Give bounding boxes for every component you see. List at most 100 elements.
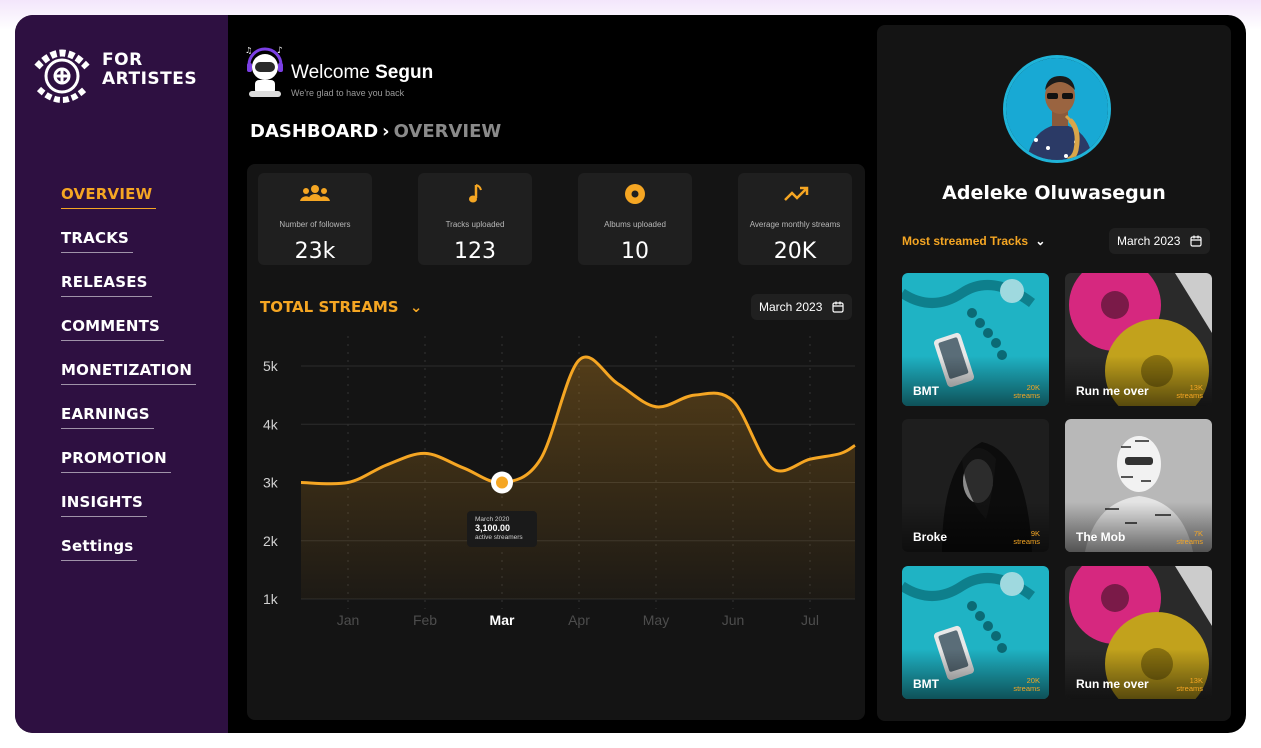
x-tick-label-jan[interactable]: Jan xyxy=(337,612,360,628)
track-name: The Mob xyxy=(1076,530,1126,544)
stat-card-albums: Albums uploaded 10 xyxy=(578,173,692,265)
track-name: Run me over xyxy=(1076,384,1149,398)
stat-value: 10 xyxy=(621,239,649,264)
svg-text:♪: ♪ xyxy=(277,46,283,56)
stat-label: Average monthly streams xyxy=(749,220,841,229)
chevron-right-icon: › xyxy=(382,121,390,142)
stat-card-monthly-streams: Average monthly streams 20K xyxy=(738,173,852,265)
welcome-title: Welcome Segun xyxy=(291,62,433,84)
sidebar-item-insights[interactable]: INSIGHTS xyxy=(61,493,148,517)
astro-twig-badge-icon xyxy=(34,49,90,103)
x-tick-label-jun[interactable]: Jun xyxy=(722,612,745,628)
track-streams-unit: streams xyxy=(1176,537,1203,546)
track-streams-count: 13K xyxy=(1189,383,1203,392)
track-streams-count: 9K xyxy=(1030,529,1040,538)
chevron-down-icon: ⌄ xyxy=(1035,234,1046,248)
track-streams: 20K streams xyxy=(1013,384,1040,400)
track-streams-count: 20K xyxy=(1026,383,1040,392)
track-card[interactable]: BMT 20K streams xyxy=(902,566,1049,699)
sidebar-item-comments[interactable]: COMMENTS xyxy=(61,317,165,341)
tooltip-value: 3,100.00 xyxy=(475,523,511,533)
welcome-prefix: Welcome xyxy=(291,62,370,83)
welcome-subtitle: We're glad to have you back xyxy=(291,88,405,98)
stat-label: Tracks uploaded xyxy=(445,220,505,229)
breadcrumb: DASHBOARD › OVERVIEW xyxy=(250,121,501,142)
tooltip-date: March 2020 xyxy=(475,516,510,523)
calendar-icon xyxy=(832,301,844,313)
track-name: Broke xyxy=(913,530,948,544)
total-streams-dropdown[interactable]: TOTAL STREAMS ⌄ xyxy=(260,298,422,316)
track-streams-unit: streams xyxy=(1176,684,1203,693)
streams-area-fill xyxy=(301,356,855,599)
sidebar-nav: OVERVIEW TRACKS RELEASES COMMENTS MONETI… xyxy=(61,185,197,581)
y-tick-label: 4k xyxy=(263,416,279,432)
avatar[interactable] xyxy=(1003,55,1111,163)
x-tick-label-may[interactable]: May xyxy=(643,612,669,628)
track-streams-unit: streams xyxy=(1013,537,1040,546)
stat-card-followers: Number of followers 23k xyxy=(258,173,372,265)
sidebar-item-tracks[interactable]: TRACKS xyxy=(61,229,134,253)
brand-wordmark: FOR ARTISTES xyxy=(102,51,197,89)
chevron-down-icon: ⌄ xyxy=(409,298,423,316)
artist-name: Adeleke Oluwasegun xyxy=(942,182,1166,204)
breadcrumb-current: OVERVIEW xyxy=(393,121,502,142)
track-name: Run me over xyxy=(1076,677,1149,691)
stat-value: 20K xyxy=(773,239,817,264)
brand-logo[interactable]: FOR ARTISTES xyxy=(31,45,201,105)
x-tick-label-feb[interactable]: Feb xyxy=(413,612,437,628)
users-icon xyxy=(300,185,330,201)
sidebar-item-earnings[interactable]: EARNINGS xyxy=(61,405,154,429)
most-streamed-dropdown[interactable]: Most streamed Tracks ⌄ xyxy=(902,234,1045,248)
y-tick-label: 5k xyxy=(263,358,279,374)
sidebar-item-overview[interactable]: OVERVIEW xyxy=(61,185,157,209)
track-streams: 13K streams xyxy=(1176,384,1203,400)
track-name: BMT xyxy=(913,384,939,398)
tracks-date-picker[interactable]: March 2023 xyxy=(1109,228,1211,254)
sidebar-item-releases[interactable]: RELEASES xyxy=(61,273,152,297)
total-streams-chart: 5k 4k 3k 2k 1k Jan Feb Mar Apr May Jun Jul xyxy=(263,336,856,628)
track-streams: 7K streams xyxy=(1176,530,1203,546)
y-tick-label: 3k xyxy=(263,475,279,491)
stat-label: Number of followers xyxy=(279,220,351,229)
stat-card-tracks: Tracks uploaded 123 xyxy=(418,173,532,265)
cover-shade xyxy=(902,649,1049,699)
welcome-user-name: Segun xyxy=(375,62,434,83)
astronaut-mascot-icon: ♪ ♫ xyxy=(245,46,283,97)
app-frame: FOR ARTISTES OVERVIEW TRACKS RELEASES CO… xyxy=(15,15,1246,733)
sidebar-item-settings[interactable]: Settings xyxy=(61,537,138,561)
x-tick-label-mar[interactable]: Mar xyxy=(490,612,515,628)
cover-shade xyxy=(902,502,1049,552)
track-card[interactable]: The Mob 7K streams xyxy=(1065,419,1212,552)
vinyl-disc-icon xyxy=(625,184,645,204)
track-streams-count: 13K xyxy=(1189,676,1203,685)
streams-date-value: March 2023 xyxy=(759,300,823,314)
breadcrumb-root[interactable]: DASHBOARD xyxy=(250,121,379,142)
track-streams: 13K streams xyxy=(1176,677,1203,693)
track-cover-art xyxy=(902,419,1049,552)
track-card[interactable]: BMT 20K streams xyxy=(902,273,1049,406)
sidebar-item-promotion[interactable]: PROMOTION xyxy=(61,449,171,473)
track-card[interactable]: Run me over 13K streams xyxy=(1065,273,1212,406)
streams-panel: Number of followers 23k Tracks uploaded … xyxy=(247,164,865,720)
x-tick-label-apr[interactable]: Apr xyxy=(568,612,590,628)
track-card[interactable]: Broke 9K streams xyxy=(902,419,1049,552)
track-name: BMT xyxy=(913,677,939,691)
track-card[interactable]: Run me over 13K streams xyxy=(1065,566,1212,699)
stat-label: Albums uploaded xyxy=(604,220,666,229)
stat-value: 23k xyxy=(294,239,336,264)
streams-date-picker[interactable]: March 2023 xyxy=(751,294,853,320)
calendar-icon xyxy=(1190,235,1202,247)
x-tick-label-jul[interactable]: Jul xyxy=(801,612,819,628)
cover-shade xyxy=(1065,649,1212,699)
tracks-date-value: March 2023 xyxy=(1117,234,1181,248)
sidebar: FOR ARTISTES OVERVIEW TRACKS RELEASES CO… xyxy=(15,15,228,733)
track-streams-count: 20K xyxy=(1026,676,1040,685)
y-tick-label: 2k xyxy=(263,533,279,549)
track-streams-unit: streams xyxy=(1013,391,1040,400)
track-streams-unit: streams xyxy=(1013,684,1040,693)
sidebar-item-monetization[interactable]: MONETIZATION xyxy=(61,361,197,385)
cover-shade xyxy=(902,356,1049,406)
streams-series-line xyxy=(300,355,856,486)
trend-up-icon xyxy=(784,186,809,201)
brand-line-1: FOR xyxy=(102,50,143,70)
